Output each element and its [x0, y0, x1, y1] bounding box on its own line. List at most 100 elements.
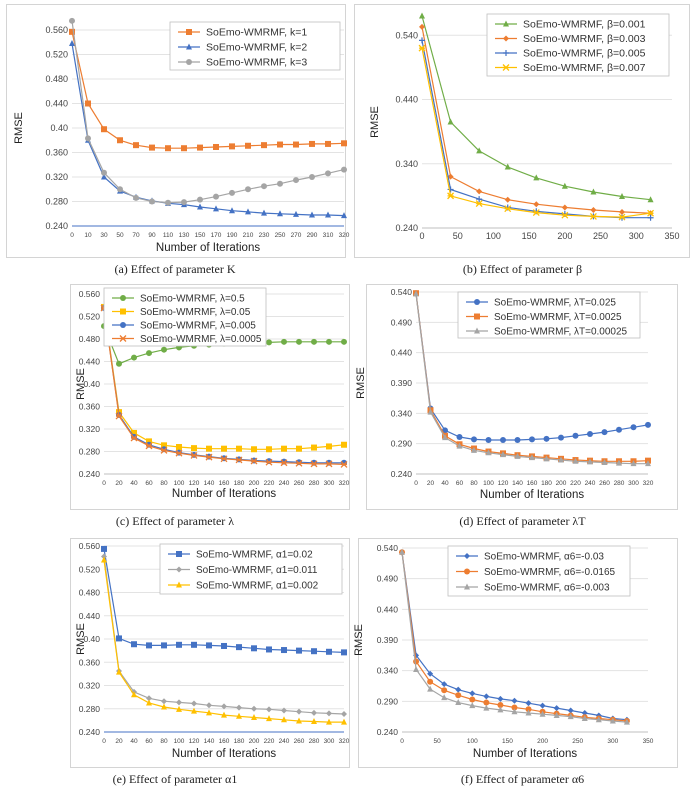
data-point	[616, 459, 622, 466]
x-axis-label: Number of Iterations	[172, 488, 276, 500]
y-tick-label: 0.390	[377, 635, 399, 645]
data-point	[419, 23, 425, 30]
y-tick-label: 0.40	[83, 634, 100, 644]
data-point	[235, 456, 243, 464]
x-tick-label: 50	[434, 738, 442, 745]
data-point	[341, 338, 347, 345]
data-point	[229, 207, 235, 214]
data-point	[206, 642, 212, 649]
x-tick-label: 320	[643, 480, 654, 487]
data-point	[161, 346, 167, 353]
data-point	[647, 196, 654, 203]
data-point	[191, 641, 197, 648]
x-tick-label: 350	[643, 738, 654, 745]
x-axis-label: Number of Iterations	[473, 748, 577, 760]
y-tick-label: 0.40	[83, 379, 100, 389]
legend-swatch-marker	[502, 64, 510, 71]
y-tick-label: 0.480	[79, 334, 101, 344]
legend-swatch-marker	[474, 313, 480, 320]
data-point	[325, 170, 331, 177]
x-tick-label: 190	[227, 232, 238, 239]
chart-e: 0.240 0.280 0.320 0.360 0.40 0.440 0.480 0.520 0…	[75, 541, 350, 760]
caption-c: (c) Effect of parameter λ	[115, 514, 235, 528]
data-point	[197, 144, 203, 151]
data-point	[133, 194, 139, 201]
x-tick-label: 280	[309, 480, 320, 487]
data-point	[471, 436, 477, 443]
data-point	[296, 717, 302, 724]
data-point	[616, 426, 622, 433]
data-point	[281, 445, 287, 452]
x-tick-label: 180	[234, 480, 245, 487]
data-point	[561, 204, 568, 211]
data-point	[251, 705, 257, 712]
data-point	[197, 203, 203, 210]
legend: SoEmo-WMRMF, β=0.001 SoEmo-WMRMF, β=0.003…	[486, 13, 670, 77]
x-tick-label: 0	[102, 738, 106, 745]
data-point	[206, 709, 212, 716]
data-point	[511, 704, 518, 711]
caption-f: (f) Effect of parameter α6	[460, 772, 585, 786]
data-point	[115, 412, 123, 420]
data-point	[85, 135, 91, 142]
data-point	[251, 446, 257, 453]
data-point	[572, 432, 579, 439]
x-tick-label: 300	[324, 738, 335, 745]
data-point	[220, 455, 228, 463]
data-point	[325, 211, 331, 218]
data-point	[543, 435, 550, 442]
legend-entry: SoEmo-WMRMF, α6=-0.003	[484, 583, 610, 594]
data-point	[340, 460, 348, 468]
legend: SoEmo-WMRMF, k=1 SoEmo-WMRMF, k=2 SoEmo-WM…	[169, 21, 341, 71]
series-1	[399, 549, 630, 723]
data-point	[476, 188, 483, 195]
y-tick-label: 0.540	[377, 543, 399, 553]
data-point	[221, 445, 227, 452]
data-point	[561, 182, 568, 189]
data-point	[469, 690, 476, 697]
data-point	[295, 459, 303, 467]
legend-entry: SoEmo-WMRMF, λT=0.0025	[494, 312, 622, 323]
data-point	[630, 424, 637, 431]
data-point	[311, 338, 317, 345]
data-point	[483, 704, 490, 711]
y-tick-label: 0.360	[45, 148, 68, 158]
legend-swatch-marker	[119, 335, 127, 342]
data-point	[476, 196, 483, 203]
data-point	[619, 193, 625, 200]
y-axis-label: RMSE	[369, 106, 381, 138]
x-tick-label: 220	[264, 738, 275, 745]
x-tick-label: 220	[264, 480, 275, 487]
data-point	[341, 212, 347, 219]
x-tick-label: 170	[211, 232, 222, 239]
data-point	[525, 700, 532, 707]
data-point	[427, 678, 434, 685]
x-tick-label: 180	[234, 738, 245, 745]
data-point	[310, 460, 318, 468]
x-tick-label: 0	[414, 480, 418, 487]
chart-c: 0.240 0.280 0.320 0.360 0.40 0.440 0.480 0.520 0…	[75, 287, 350, 500]
data-point	[341, 718, 347, 725]
data-point	[590, 188, 597, 195]
x-tick-label: 20	[115, 480, 123, 487]
y-tick-label: 0.280	[45, 197, 68, 207]
data-point	[341, 140, 347, 147]
data-point	[504, 205, 512, 213]
y-tick-label: 0.280	[79, 704, 101, 714]
data-point	[266, 706, 272, 713]
data-point	[293, 141, 299, 148]
data-point	[558, 434, 564, 441]
y-tick-label: 0.40	[50, 123, 68, 133]
y-axis-label: RMSE	[13, 112, 25, 144]
data-point	[442, 434, 448, 441]
data-point	[161, 703, 167, 710]
x-tick-label: 160	[219, 480, 230, 487]
x-tick-label: 280	[309, 738, 320, 745]
data-point	[326, 338, 332, 345]
series-3	[101, 556, 347, 725]
x-tick-label: 300	[607, 738, 618, 745]
data-point	[221, 703, 227, 710]
y-tick-label: 0.390	[391, 378, 413, 388]
data-point	[146, 699, 152, 706]
legend-entry: SoEmo-WMRMF, λT=0.025	[494, 298, 616, 309]
